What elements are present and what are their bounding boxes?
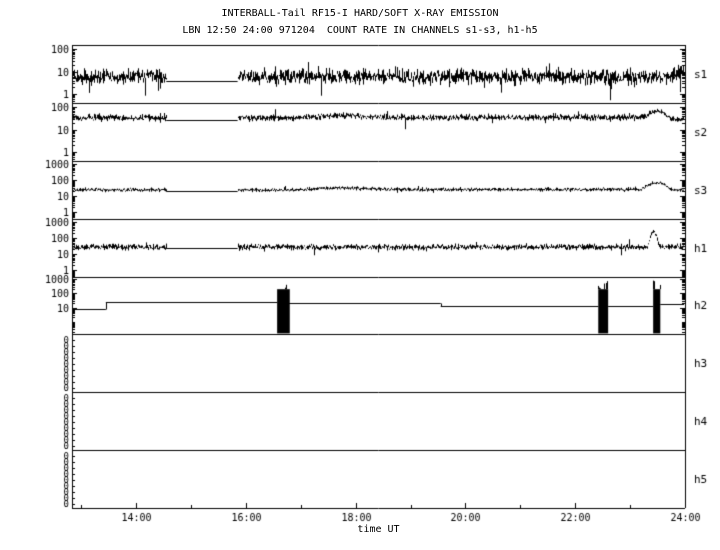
plot-subtitle: LBN 12:50 24:00 971204 COUNT RATE IN CHA… [182,25,538,36]
x-axis-label: time UT [357,524,400,535]
plot-title: INTERBALL-Tail RF15-I HARD/SOFT X-RAY EM… [221,8,499,19]
